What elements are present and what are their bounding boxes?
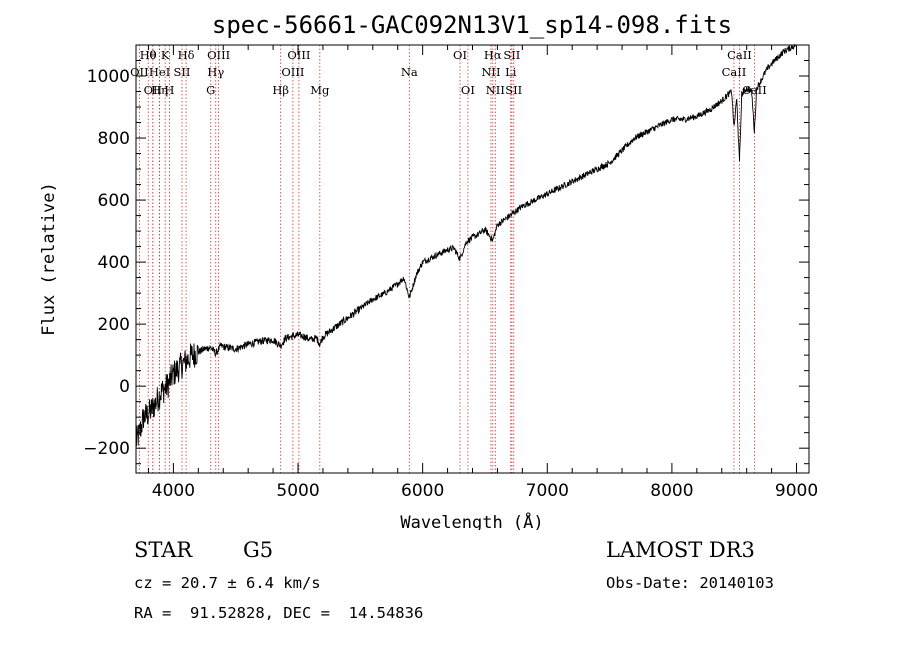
y-tick-label: 200 — [98, 315, 130, 335]
line-marker-label: Hη — [151, 83, 168, 97]
line-marker-label: SII — [174, 65, 191, 79]
line-marker-label: Hγ — [207, 65, 224, 79]
x-tick-label: 6000 — [401, 481, 444, 501]
line-marker-label: θ — [149, 48, 156, 62]
line-marker-label: SII — [503, 48, 520, 62]
line-marker-label: H — [164, 83, 174, 97]
y-tick-label: −200 — [83, 439, 130, 459]
line-marker-label: K — [161, 48, 170, 62]
y-tick-label: 1000 — [87, 67, 130, 87]
line-marker-label: NII — [486, 83, 505, 97]
y-tick-label: 600 — [98, 191, 130, 211]
line-marker-label: CaII — [742, 83, 767, 97]
spectrum-series — [135, 43, 796, 447]
y-tick-label: 400 — [98, 253, 130, 273]
survey-name: LAMOST DR3 — [606, 538, 755, 562]
line-marker-label: Hβ — [272, 83, 289, 97]
object-class: STAR — [134, 538, 193, 562]
line-marker-label: CaII — [722, 65, 747, 79]
x-tick-label: 7000 — [526, 481, 569, 501]
x-tick-label: 5000 — [276, 481, 319, 501]
x-axis-label: Wavelength (Å) — [400, 511, 543, 530]
x-tick-label: 4000 — [152, 481, 195, 501]
line-marker-label: Hδ — [178, 48, 195, 62]
line-marker-label: SII — [505, 83, 522, 97]
line-marker-label: OIII — [281, 65, 304, 79]
line-marker-label: Mg — [310, 83, 330, 97]
obs-date: Obs-Date: 20140103 — [606, 574, 774, 592]
line-marker-label: Li — [505, 65, 517, 79]
spectrum-chart: spec-56661-GAC092N13V1_sp14-098.fits Hθθ… — [39, 11, 818, 530]
chart-title: spec-56661-GAC092N13V1_sp14-098.fits — [212, 11, 732, 39]
y-tick-label: 0 — [119, 377, 130, 397]
line-marker-label: CaII — [727, 48, 752, 62]
x-tick-label: 8000 — [650, 481, 693, 501]
line-marker-label: OI — [453, 48, 467, 62]
x-tick-label: 9000 — [775, 481, 818, 501]
object-subclass: G5 — [243, 538, 274, 562]
y-axis-label: Flux (relative) — [39, 182, 59, 336]
axis-ticks — [136, 44, 809, 473]
tick-labels: 4000 5000 6000 7000 8000 9000 −200 0 200 400 600 80… — [83, 67, 818, 501]
line-marker-label: Na — [401, 65, 418, 79]
line-marker-label: OII — [144, 83, 163, 97]
spectrum-line — [135, 43, 796, 447]
line-marker-label: HeI — [149, 65, 170, 79]
line-marker-label: NII — [481, 65, 500, 79]
redshift-value: cz = 20.7 ± 6.4 km/s — [134, 574, 321, 592]
line-marker-label: Hα — [484, 48, 502, 62]
line-marker-label: Hθ — [140, 48, 157, 62]
line-marker-label: OIII — [287, 48, 310, 62]
y-tick-label: 800 — [98, 129, 130, 149]
line-marker-label: OI — [461, 83, 475, 97]
coordinates: RA = 91.52828, DEC = 14.54836 — [134, 604, 424, 622]
line-marker-label: OIII — [207, 48, 230, 62]
line-marker-label: OII — [130, 65, 149, 79]
line-marker-label: G — [206, 83, 215, 97]
